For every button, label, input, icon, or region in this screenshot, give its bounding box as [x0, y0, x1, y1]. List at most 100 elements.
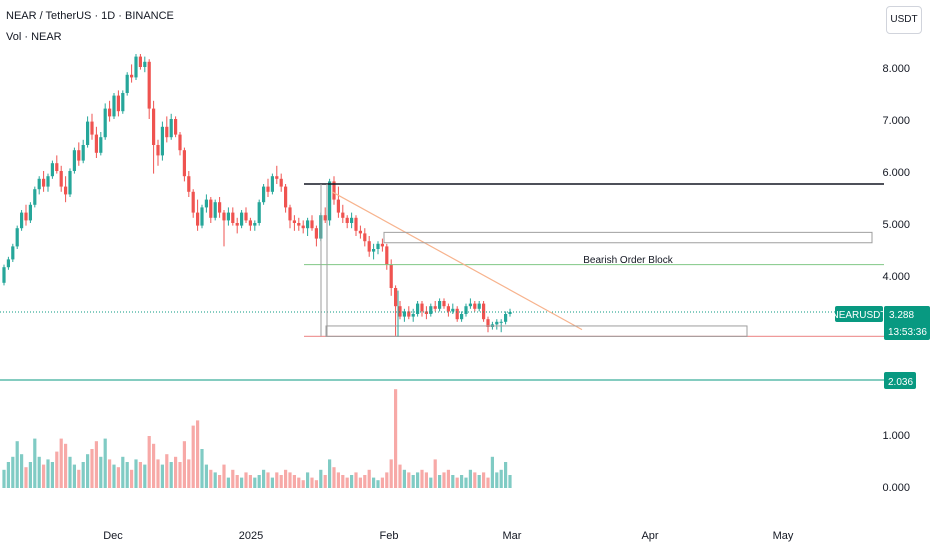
candle-body [116, 95, 120, 112]
candle-body [380, 243, 384, 247]
candle-body [451, 308, 455, 312]
candle-body [112, 95, 116, 117]
volume-bar [442, 472, 446, 488]
candle-body [143, 61, 147, 67]
candle-body [284, 186, 288, 208]
candle-body [270, 176, 274, 192]
volume-bar [2, 469, 6, 488]
price-tick-label: 7.000 [882, 115, 910, 127]
price-axis[interactable]: 8.000 7.000 6.000 5.000 4.000 1.000 0.00… [882, 63, 910, 494]
time-label-feb: Feb [380, 530, 399, 542]
volume-bar [134, 459, 138, 488]
volume-bar [59, 438, 63, 488]
volume-bar [446, 469, 450, 488]
candle-body [341, 212, 345, 218]
volume-bar [165, 454, 169, 488]
order-block-label: Bearish Order Block [583, 255, 673, 266]
candle-body [130, 74, 134, 78]
candle-body [477, 303, 481, 309]
volume-bar [323, 475, 327, 488]
candle-body [460, 314, 464, 320]
volume-bar [336, 472, 340, 488]
volume-bar [72, 464, 76, 488]
candle-body [99, 137, 103, 153]
volume-tick-label: 0.000 [882, 482, 910, 494]
candle-body [59, 171, 63, 187]
volume-bar [310, 477, 314, 488]
countdown-label: 13:53:36 [888, 327, 927, 338]
candle-body [367, 241, 371, 252]
candle-body [482, 303, 486, 320]
volume-bar [460, 475, 464, 488]
volume-bar [6, 462, 10, 488]
candle-body [468, 303, 472, 307]
volume-bar [402, 469, 406, 488]
volume-bar [169, 462, 173, 488]
candle-body [446, 306, 450, 312]
candle-body [174, 119, 178, 135]
volume-bar [226, 477, 230, 488]
volume-bar [20, 454, 24, 488]
symbol-price-tag: NEARUSDT 3.288 13:53:36 [831, 306, 930, 340]
volume-bar [213, 472, 217, 488]
candle-body [499, 321, 503, 323]
volume-bar [28, 462, 32, 488]
candle-body [165, 126, 169, 138]
candle-body [231, 212, 235, 223]
candle-body [46, 176, 50, 187]
volume-bar [191, 425, 195, 488]
candle-body [15, 228, 19, 247]
candle-body [125, 74, 129, 93]
time-label-may: May [773, 530, 794, 542]
volume-bar [367, 469, 371, 488]
candle-body [411, 314, 415, 317]
candle-body [72, 150, 76, 171]
candle-body [160, 126, 164, 156]
currency-button[interactable]: USDT [886, 6, 922, 34]
candle-body [2, 267, 6, 283]
candle-body [314, 228, 318, 239]
candle-body [345, 217, 349, 223]
candle-body [486, 319, 490, 327]
volume-bar [332, 467, 336, 488]
volume-bar [248, 475, 252, 488]
candle-body [209, 199, 213, 218]
candle-body [402, 311, 406, 317]
volume-bars [2, 389, 512, 488]
volume-bar [270, 477, 274, 488]
candle-body [121, 93, 125, 112]
candle-body [376, 243, 380, 249]
volume-bar [495, 472, 499, 488]
volume-bar [376, 480, 380, 488]
candle-body [77, 150, 81, 161]
candle-body [178, 134, 182, 151]
volume-bar [143, 464, 147, 488]
candle-body [222, 212, 226, 221]
candle-body [50, 163, 54, 177]
volume-bar [429, 477, 433, 488]
candle-body [24, 212, 28, 221]
volume-bar [482, 472, 486, 488]
symbol-tag-label: NEARUSDT [831, 310, 886, 321]
candle-body [187, 176, 191, 192]
volume-bar [64, 443, 68, 488]
volume-bar [433, 459, 437, 488]
candle-body [504, 314, 508, 322]
volume-bar [328, 459, 332, 488]
time-label-apr: Apr [641, 530, 658, 542]
chart-title: NEAR / TetherUS · 1D · BINANCE [6, 10, 174, 22]
candle-body [81, 145, 85, 161]
candle-body [257, 202, 261, 223]
candle-body [310, 220, 314, 229]
candle-body [37, 178, 41, 190]
volume-bar [235, 475, 239, 488]
time-axis[interactable]: Dec 2025 Feb Mar Apr May [103, 530, 794, 542]
volume-bar [275, 472, 279, 488]
volume-bar [24, 467, 28, 488]
candle-body [28, 204, 32, 221]
volume-bar [103, 438, 107, 488]
volume-bar [292, 475, 296, 488]
candle-body [455, 308, 459, 320]
candle-body [11, 246, 15, 260]
